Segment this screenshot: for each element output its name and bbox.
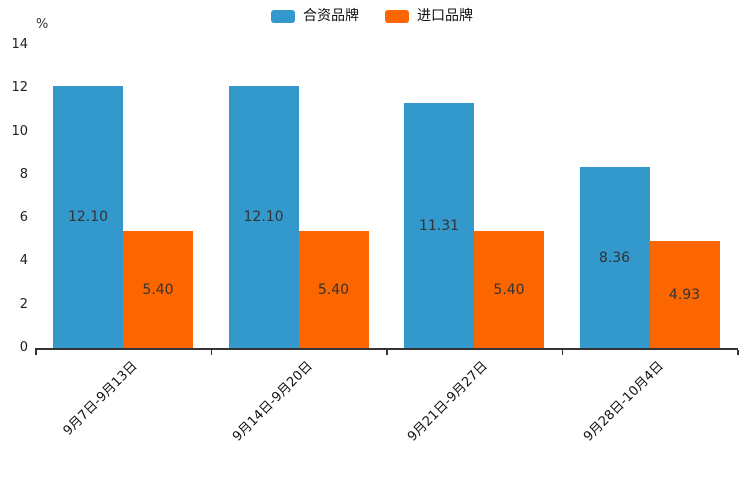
bar-value-label: 5.40 [142, 281, 174, 298]
x-axis-tick-label: 9月28日-10月4日 [580, 358, 667, 445]
y-axis-tick-label: 14 [11, 37, 28, 52]
legend-item-label: 合资品牌 [303, 8, 359, 24]
bar-series1-cat0 [123, 231, 193, 348]
x-axis-tick-mark [737, 350, 739, 355]
bar-series0-cat2 [404, 103, 474, 348]
x-axis-tick-label: 9月7日-9月13日 [60, 358, 141, 439]
x-axis-tick-label: 9月14日-9月20日 [229, 358, 316, 445]
legend-swatch-icon [271, 9, 295, 23]
legend-item-1[interactable]: 进口品牌 [385, 8, 473, 24]
bar-series0-cat1 [228, 86, 299, 348]
bar-value-label: 4.93 [668, 286, 701, 303]
bar-series0-cat3 [579, 167, 650, 348]
bar-value-label: 5.40 [317, 281, 350, 298]
bar-value-label: 12.10 [243, 209, 284, 226]
plot-area: 12.10 5.40 12.10 5.40 11.31 5.40 8.36 4.93 [35, 45, 737, 348]
y-axis-tick-label: 8 [19, 166, 28, 182]
x-axis-tick-mark [210, 350, 212, 355]
bar-value-label: 5.40 [493, 281, 525, 298]
y-axis-tick-label: 0 [19, 340, 28, 355]
y-axis-tick-label: 2 [19, 296, 28, 312]
legend-item-label: 进口品牌 [417, 8, 473, 24]
x-axis-tick-mark [35, 350, 37, 355]
bar-value-label: 8.36 [598, 249, 631, 266]
y-axis-tick-label: 10 [11, 123, 28, 139]
bar-value-label: 11.31 [418, 217, 460, 234]
x-axis-tick-mark [561, 350, 563, 355]
y-axis-tick-label: 4 [19, 253, 28, 269]
x-axis-tick-label: 9月21日-9月27日 [405, 358, 492, 445]
bar-series1-cat2 [474, 231, 544, 348]
legend-swatch-icon [385, 9, 409, 23]
chart-legend: 合资品牌 进口品牌 [0, 8, 744, 24]
bar-series0-cat0 [53, 86, 123, 348]
y-axis-tick-label: 12 [11, 80, 28, 96]
y-axis-unit-label: % [36, 17, 49, 32]
x-axis-tick-mark [386, 350, 388, 355]
x-axis-line [35, 348, 738, 350]
bar-value-label: 12.10 [67, 209, 109, 226]
legend-item-0[interactable]: 合资品牌 [271, 8, 359, 24]
bar-series1-cat3 [649, 241, 720, 348]
y-axis-tick-label: 6 [19, 210, 28, 226]
bar-series1-cat1 [298, 231, 369, 348]
